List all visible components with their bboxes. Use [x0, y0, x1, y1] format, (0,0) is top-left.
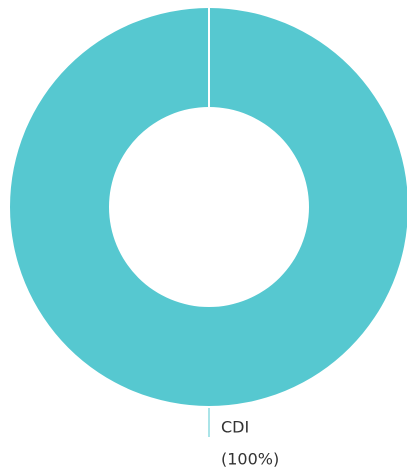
slice-label: CDI — [221, 418, 249, 437]
donut-segment — [10, 8, 407, 406]
slice-value-label: (100%) — [221, 450, 279, 469]
